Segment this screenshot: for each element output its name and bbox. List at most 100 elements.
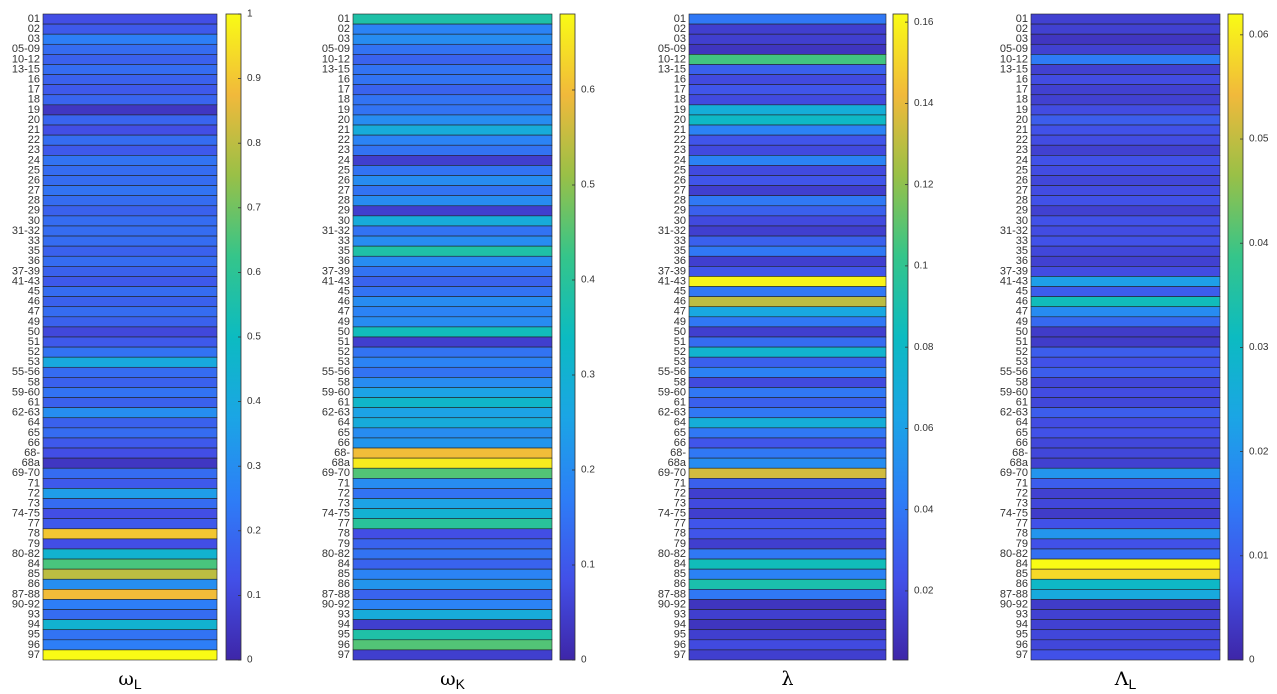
colorbar-tick-label: 0.06 (1249, 29, 1269, 40)
heatmap-cell (688, 316, 887, 328)
heatmap-cell (42, 235, 218, 247)
row-label: 86 (338, 578, 350, 590)
row-label: 78 (338, 528, 350, 540)
heatmap-cell (42, 518, 218, 530)
row-label: 77 (338, 518, 350, 530)
row-label: 59-60 (322, 386, 350, 398)
heatmap-cell (352, 589, 553, 600)
heatmap-cell (42, 336, 218, 348)
row-label: 36 (674, 255, 686, 267)
heatmap-cell (42, 114, 218, 126)
heatmap-cell (42, 599, 218, 610)
heatmap-cell (688, 568, 887, 580)
heatmap-cell (1030, 215, 1221, 227)
row-label: 35 (28, 245, 40, 257)
heatmap-cell (42, 387, 218, 398)
row-label: 50 (1016, 326, 1028, 338)
row-label: 58 (338, 376, 350, 388)
row-label: 52 (674, 346, 686, 358)
row-label: 53 (674, 356, 686, 368)
heatmap-cell (352, 649, 553, 661)
colorbar (559, 13, 576, 661)
row-label: 01 (1016, 13, 1028, 25)
row-label: 18 (28, 94, 40, 106)
row-label: 80-82 (322, 548, 350, 560)
heatmap-cell (42, 548, 218, 560)
heatmap-cell (688, 134, 887, 146)
heatmap-cell (1030, 245, 1221, 257)
heatmap-cell (352, 155, 553, 166)
colorbar-tick-label: 0.05 (1249, 134, 1269, 145)
heatmap-cell (352, 377, 553, 388)
heatmap-cell (1030, 518, 1221, 530)
row-label: 03 (674, 33, 686, 45)
row-label: 36 (28, 255, 40, 267)
row-label: 49 (338, 316, 350, 328)
heatmap-cell (1030, 427, 1221, 439)
row-label: 41-43 (322, 275, 350, 287)
heatmap-cell (352, 447, 553, 459)
heatmap-cell (352, 387, 553, 398)
heatmap-cell (1030, 54, 1221, 65)
heatmap-cell (42, 356, 218, 368)
row-label: 30 (28, 215, 40, 227)
colorbar-tick-label: 0.2 (247, 525, 261, 536)
heatmap-cell (1030, 346, 1221, 358)
heatmap-cell (688, 43, 887, 55)
row-label: 52 (338, 346, 350, 358)
heatmap-cell (1030, 366, 1221, 378)
row-label: 52 (28, 346, 40, 358)
colorbar-tick-label: 0 (247, 655, 253, 666)
row-label: 35 (1016, 245, 1028, 257)
row-label: 17 (1016, 84, 1028, 96)
row-label: 05-09 (1000, 43, 1028, 55)
heatmap-cell (42, 437, 218, 449)
heatmap-cell (1030, 437, 1221, 449)
row-label: 65 (28, 427, 40, 439)
heatmap-cell (688, 366, 887, 378)
row-label: 19 (1016, 104, 1028, 116)
row-label: 27 (28, 185, 40, 197)
heatmap-cell (352, 43, 553, 55)
heatmap-cell (352, 518, 553, 530)
row-label: 85 (1016, 568, 1028, 580)
row-label: 45 (674, 285, 686, 297)
heatmap-cell (352, 165, 553, 176)
heatmap-cell (352, 316, 553, 328)
heatmap-cell (42, 33, 218, 45)
row-label: 02 (674, 23, 686, 35)
heatmap-cell (688, 94, 887, 106)
heatmap-cell (42, 427, 218, 439)
row-label: 24 (28, 154, 40, 166)
heatmap-cell (352, 346, 553, 358)
row-label: 31-32 (1000, 225, 1028, 237)
row-label: 50 (674, 326, 686, 338)
colorbar-tick-label: 0.03 (1249, 342, 1269, 353)
row-label: 84 (1016, 558, 1028, 570)
row-label: 33 (1016, 235, 1028, 247)
row-label: 94 (28, 619, 40, 631)
heatmap-cell (42, 558, 218, 570)
row-label: 27 (338, 185, 350, 197)
row-label: 21 (338, 124, 350, 136)
heatmap-cell (42, 296, 218, 308)
row-label: 79 (28, 538, 40, 550)
heatmap-cell (1030, 467, 1221, 479)
heatmap-cell (1030, 134, 1221, 146)
row-label: 79 (1016, 538, 1028, 550)
heatmap-cell (1030, 185, 1221, 196)
heatmap-cell (1030, 619, 1221, 631)
heatmap-cell (42, 124, 218, 136)
row-label: 02 (28, 23, 40, 35)
row-label: 84 (28, 558, 40, 570)
row-label: 90-92 (658, 598, 686, 610)
row-label: 53 (28, 356, 40, 368)
row-label: 66 (28, 437, 40, 449)
row-label: 28 (1016, 195, 1028, 207)
heatmap-cell (42, 94, 218, 106)
row-label: 64 (674, 417, 686, 429)
heatmap-cell (352, 568, 553, 580)
row-label: 47 (674, 306, 686, 318)
colorbar-tick-label: 0.14 (914, 98, 934, 109)
